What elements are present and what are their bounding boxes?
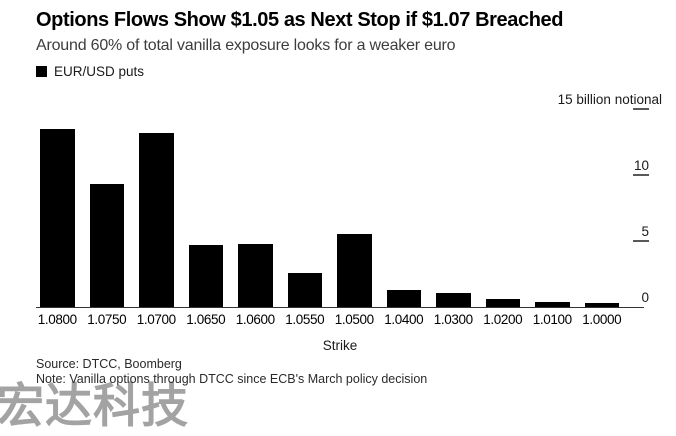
bar-strike-1.0000	[584, 303, 619, 307]
x-tick-label: 1.0500	[334, 312, 374, 327]
x-tick-label: 1.0650	[186, 312, 226, 327]
x-tick-label: 1.0550	[285, 312, 325, 327]
x-tick-label: 1.0200	[483, 312, 523, 327]
footer: Source: DTCC, Boomberg Note: Vanilla opt…	[36, 357, 656, 387]
x-axis-labels: 1.0800 1.0750 1.0700 1.0650 1.0600 1.0550 1.05…	[38, 312, 660, 328]
source-text: Source: DTCC, Boomberg	[36, 357, 182, 371]
bar-strike-1.0550	[287, 272, 322, 307]
x-tick-label: 1.0100	[532, 312, 572, 327]
y-axis-unit-label: 15 billion notional	[557, 92, 662, 107]
bar-strike-1.0700	[139, 132, 174, 307]
x-tick-label: 1.0750	[87, 312, 127, 327]
bar-strike-1.0800	[40, 128, 75, 307]
bar-strike-1.0400	[386, 289, 421, 307]
bar-strike-1.0200	[485, 299, 520, 307]
x-axis-line	[36, 307, 644, 308]
legend: EUR/USD puts	[36, 64, 144, 79]
x-tick-label: 1.0400	[384, 312, 424, 327]
bar-strike-1.0650	[188, 245, 223, 307]
y-tick-label: 5	[641, 224, 649, 239]
y-tick-mark	[633, 174, 649, 176]
y-tick-label: 0	[641, 290, 649, 305]
bar-strike-1.0500	[337, 234, 372, 307]
x-tick-label: 1.0800	[37, 312, 77, 327]
bar-plot-area	[40, 107, 640, 307]
y-tick-mark	[633, 108, 649, 110]
note-text: Note: Vanilla options through DTCC since…	[36, 372, 428, 386]
bar-strike-1.0750	[89, 184, 124, 307]
bar-strike-1.0100	[535, 301, 570, 307]
x-axis-title: Strike	[322, 338, 358, 353]
y-tick-mark	[633, 240, 649, 242]
page-subtitle: Around 60% of total vanilla exposure loo…	[36, 37, 456, 54]
x-tick-label: 1.0600	[235, 312, 275, 327]
x-tick-label: 1.0000	[582, 312, 622, 327]
y-tick-label: 10	[633, 158, 649, 173]
legend-swatch-icon	[36, 66, 47, 77]
bar-strike-1.0600	[238, 243, 273, 307]
bar-strike-1.0300	[436, 292, 471, 307]
x-tick-label: 1.0300	[433, 312, 473, 327]
legend-label: EUR/USD puts	[54, 64, 145, 79]
x-tick-label: 1.0700	[136, 312, 176, 327]
page-title: Options Flows Show $1.05 as Next Stop if…	[36, 9, 564, 31]
